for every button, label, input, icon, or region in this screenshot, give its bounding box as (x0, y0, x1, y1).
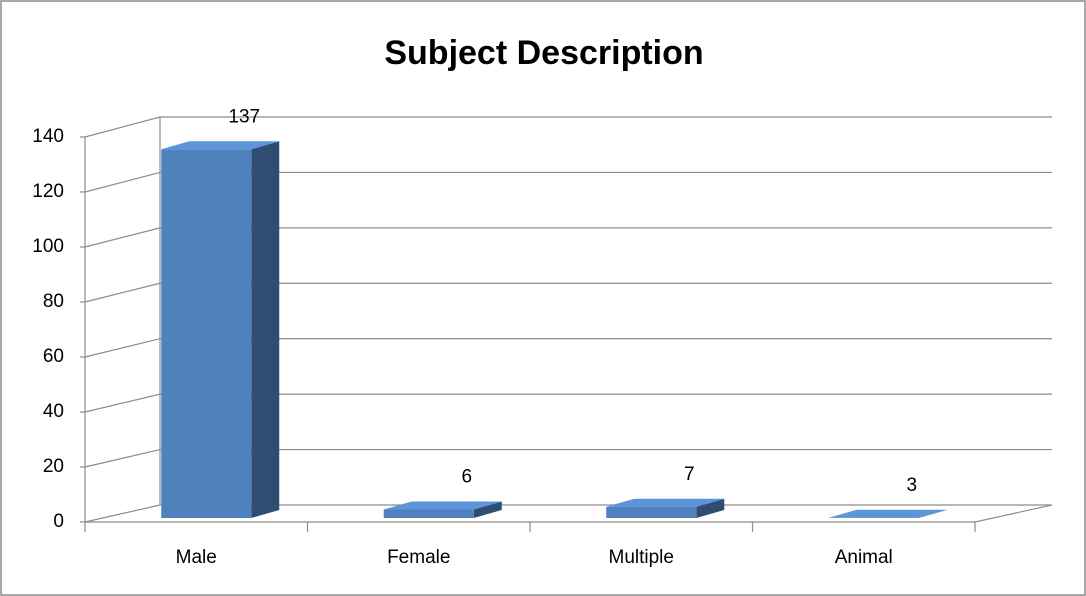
grid-line (84, 504, 1052, 523)
grid-line (84, 171, 1052, 193)
y-tick-label: 60 (43, 346, 64, 367)
y-tick-label: 120 (32, 181, 64, 202)
bar-side (473, 501, 502, 518)
grid-line (84, 393, 1052, 413)
y-tick-label: 80 (43, 291, 64, 312)
data-label: 7 (684, 464, 695, 485)
x-tick-label: Animal (835, 547, 893, 568)
y-tick-label: 20 (43, 456, 64, 477)
bar-top (606, 498, 725, 507)
bar (828, 509, 947, 518)
x-tick-label: Male (176, 547, 217, 568)
bar-top (383, 501, 502, 510)
data-label: 137 (228, 106, 260, 127)
bar (606, 498, 725, 518)
y-tick-label: 140 (32, 126, 64, 147)
grid-line (84, 227, 1052, 248)
grid-line (84, 448, 1052, 468)
y-tick-label: 0 (53, 511, 64, 532)
bar-side (251, 141, 280, 518)
data-label: 3 (906, 475, 917, 496)
y-tick-label: 40 (43, 401, 64, 422)
bar-front (383, 509, 474, 518)
bar-side (918, 509, 947, 518)
bar (383, 501, 502, 518)
y-tick-label: 100 (32, 236, 64, 257)
grid-line (84, 338, 1052, 358)
bar-front (606, 506, 697, 518)
grid-line (84, 282, 1052, 303)
bar-side (696, 498, 725, 518)
bar-top (828, 509, 947, 518)
x-tick-label: Multiple (609, 547, 674, 568)
x-tick-label: Female (387, 547, 450, 568)
bar (161, 141, 280, 518)
grid-line (84, 116, 1052, 138)
bar-top (161, 141, 280, 150)
data-label: 6 (461, 467, 472, 488)
chart-title: Subject Description (384, 34, 703, 72)
bar-front (161, 149, 252, 518)
